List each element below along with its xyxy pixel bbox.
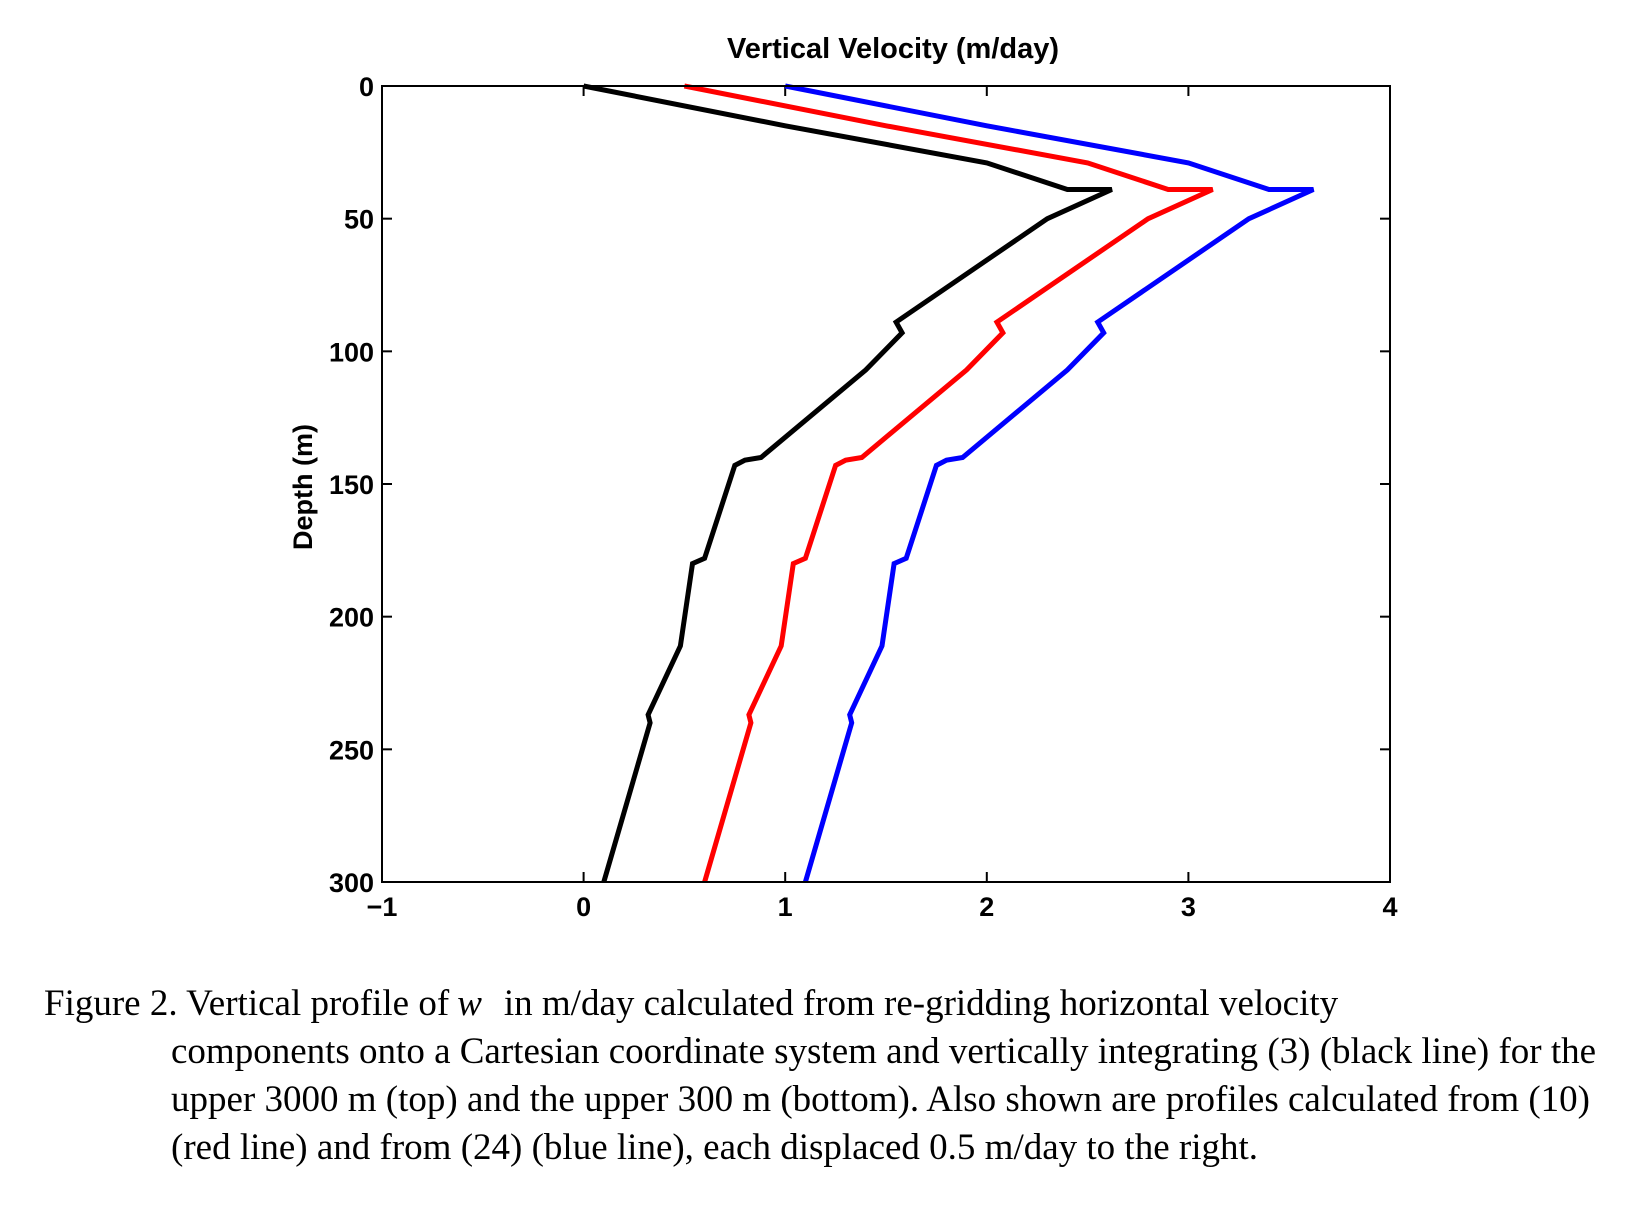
- y-tick-label: 0: [359, 72, 374, 102]
- y-tick-label: 50: [344, 205, 374, 235]
- caption-suffix: in m/day calculated from re-gridding hor…: [503, 983, 1339, 1024]
- figure-caption: Figure 2. Vertical profile of w in m/day c…: [44, 980, 1629, 1172]
- caption-first-line: Figure 2. Vertical profile of w in m/day c…: [44, 980, 1629, 1028]
- series-layer: [583, 83, 1315, 883]
- x-tick-label: −1: [367, 892, 398, 922]
- caption-prefix: Figure 2. Vertical profile of: [44, 983, 450, 1024]
- caption-math-symbol: w: [457, 983, 482, 1024]
- series-line-2: [784, 83, 1315, 883]
- x-tick-label: 1: [778, 892, 793, 922]
- caption-continuation: components onto a Cartesian coordinate s…: [171, 1031, 1597, 1168]
- x-tick-label: 3: [1181, 892, 1196, 922]
- series-line-0: [583, 83, 1113, 883]
- plot-frame: [381, 85, 1391, 883]
- y-tick-label: 200: [329, 603, 374, 633]
- chart-title: Vertical Velocity (m/day): [727, 33, 1059, 65]
- y-tick-label: 100: [329, 337, 374, 367]
- y-axis-label: Depth (m): [288, 424, 318, 550]
- axis-ticks: [381, 85, 1391, 883]
- y-tick-label: 150: [329, 470, 374, 500]
- y-tick-label: 250: [329, 735, 374, 765]
- series-line-1: [683, 83, 1214, 883]
- velocity-profile-chart: Vertical Velocity (m/day) Depth (m) −1 0 1…: [288, 33, 1398, 922]
- tick-labels: −1 0 1 2 3 4 0 50 100 150 200 250 300: [329, 72, 1398, 922]
- x-tick-label: 0: [576, 892, 591, 922]
- y-tick-label: 300: [329, 868, 374, 898]
- x-tick-label: 4: [1382, 892, 1397, 922]
- x-tick-label: 2: [979, 892, 994, 922]
